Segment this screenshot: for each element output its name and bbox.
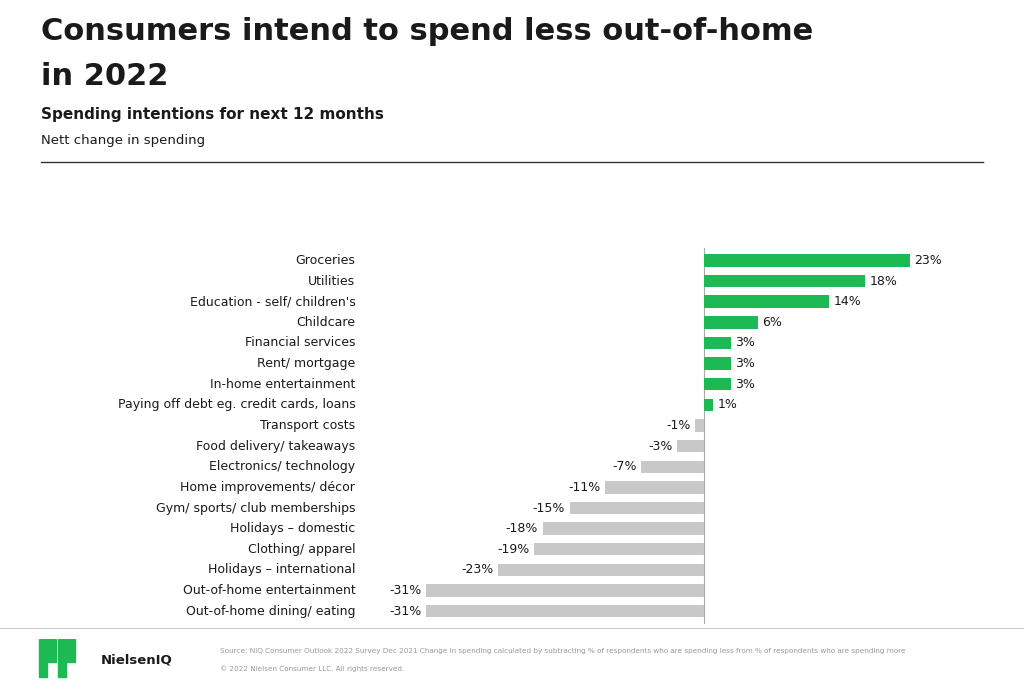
Text: 14%: 14% — [834, 295, 861, 308]
Text: Holidays – international: Holidays – international — [208, 564, 355, 577]
Text: © 2022 Nielsen Consumer LLC. All rights reserved.: © 2022 Nielsen Consumer LLC. All rights … — [220, 665, 404, 672]
Bar — [605, 481, 705, 493]
Text: Utilities: Utilities — [308, 274, 355, 287]
Text: Food delivery/ takeaways: Food delivery/ takeaways — [196, 440, 355, 453]
Text: -15%: -15% — [532, 502, 565, 515]
Bar — [705, 254, 910, 267]
Text: -3%: -3% — [648, 440, 673, 453]
Text: Consumers intend to spend less out-of-home: Consumers intend to spend less out-of-ho… — [41, 17, 813, 46]
Text: 1%: 1% — [718, 398, 737, 411]
Bar — [705, 378, 731, 391]
Bar — [543, 522, 705, 535]
Text: Source: NiQ Consumer Outlook 2022 Survey Dec 2021 Change in spending calculated : Source: NiQ Consumer Outlook 2022 Survey… — [220, 648, 905, 654]
Bar — [677, 440, 705, 452]
Text: Groceries: Groceries — [296, 254, 355, 267]
Bar — [641, 460, 705, 473]
Bar — [498, 564, 705, 576]
Bar — [39, 639, 46, 677]
Bar — [534, 543, 705, 555]
Bar — [57, 639, 66, 677]
Text: 3%: 3% — [735, 336, 756, 349]
Text: -23%: -23% — [461, 564, 494, 577]
Bar — [705, 275, 865, 287]
Bar — [705, 358, 731, 370]
Text: NielsenIQ: NielsenIQ — [100, 654, 172, 666]
Bar — [705, 296, 829, 308]
Text: Out-of-home entertainment: Out-of-home entertainment — [182, 584, 355, 597]
Text: 18%: 18% — [869, 274, 898, 287]
Bar — [68, 639, 76, 662]
Bar — [705, 337, 731, 349]
Bar — [705, 316, 758, 329]
Text: Gym/ sports/ club memberships: Gym/ sports/ club memberships — [156, 502, 355, 515]
Text: Nett change in spending: Nett change in spending — [41, 134, 205, 147]
Text: Transport costs: Transport costs — [260, 419, 355, 432]
Text: 6%: 6% — [762, 316, 782, 329]
Text: -11%: -11% — [568, 481, 601, 494]
Text: Home improvements/ décor: Home improvements/ décor — [180, 481, 355, 494]
Text: 3%: 3% — [735, 378, 756, 391]
Bar — [705, 399, 713, 411]
Text: -31%: -31% — [389, 584, 422, 597]
Bar — [569, 502, 705, 514]
Text: -19%: -19% — [497, 543, 529, 556]
Text: Childcare: Childcare — [296, 316, 355, 329]
Text: Clothing/ apparel: Clothing/ apparel — [248, 543, 355, 556]
Text: Financial services: Financial services — [245, 336, 355, 349]
Text: in 2022: in 2022 — [41, 62, 168, 91]
Text: 3%: 3% — [735, 357, 756, 370]
Bar — [426, 605, 705, 617]
Text: Electronics/ technology: Electronics/ technology — [209, 460, 355, 473]
Text: Paying off debt eg. credit cards, loans: Paying off debt eg. credit cards, loans — [118, 398, 355, 411]
Text: -7%: -7% — [612, 460, 637, 473]
Bar — [426, 584, 705, 597]
Text: In-home entertainment: In-home entertainment — [210, 378, 355, 391]
Text: -18%: -18% — [506, 522, 539, 535]
Bar — [48, 639, 56, 662]
Text: Education - self/ children's: Education - self/ children's — [189, 295, 355, 308]
Bar — [695, 420, 705, 432]
Text: Rent/ mortgage: Rent/ mortgage — [257, 357, 355, 370]
Text: Out-of-home dining/ eating: Out-of-home dining/ eating — [185, 605, 355, 617]
Text: Spending intentions for next 12 months: Spending intentions for next 12 months — [41, 107, 384, 122]
Text: -31%: -31% — [389, 605, 422, 617]
Text: 23%: 23% — [914, 254, 942, 267]
Text: -1%: -1% — [667, 419, 690, 432]
Text: Holidays – domestic: Holidays – domestic — [230, 522, 355, 535]
